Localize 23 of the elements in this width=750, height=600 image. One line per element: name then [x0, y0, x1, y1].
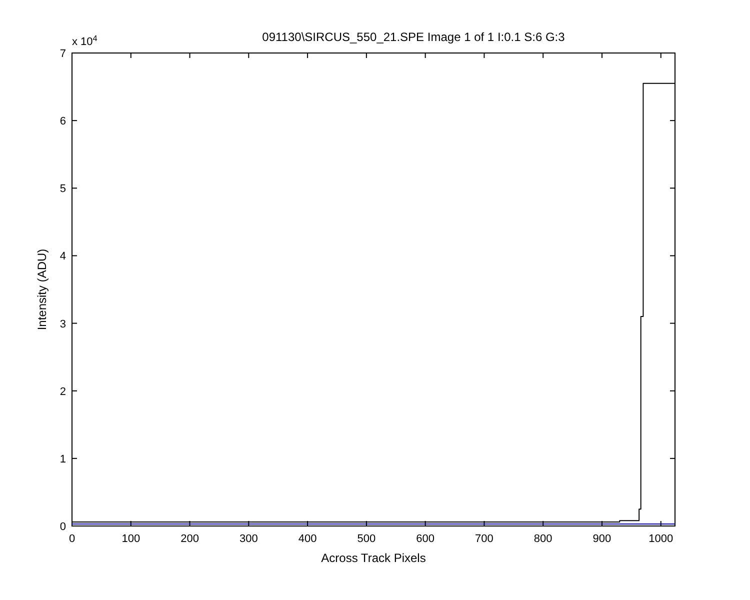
y-tick-label: 7 — [60, 48, 66, 60]
text: x 10$^{4}$ — [72, 34, 98, 48]
y-tick-label: 4 — [60, 250, 66, 263]
x-tick-label: 400 — [298, 533, 317, 545]
x-tick-label: 800 — [534, 533, 552, 545]
x-tick-label: 500 — [357, 533, 376, 545]
x-tick-label: 1000 — [648, 533, 674, 545]
x-axis-title: Across Track Pixels — [321, 551, 426, 565]
y-tick-label: 2 — [60, 386, 66, 398]
y-tick-label: 1 — [60, 453, 66, 466]
x-tick-label: 300 — [239, 533, 258, 545]
x-tick-label: 0 — [68, 533, 76, 545]
x-tick-label: 200 — [180, 533, 199, 545]
x-tick-label: 100 — [122, 533, 140, 545]
x-tick-label: 900 — [592, 533, 612, 545]
x-tick-label: 700 — [475, 533, 494, 545]
y-tick-label: 0 — [60, 521, 66, 533]
x-tick-label: 600 — [416, 533, 434, 545]
chart-title: 091130\SIRCUS_550_21.SPE Image 1 of 1 I:0.1 S:6 G:3 — [262, 30, 566, 44]
y-tick-label: 5 — [60, 183, 66, 196]
y-axis-title: Intensity (ADU) — [35, 248, 49, 330]
y-tick-label: 6 — [60, 116, 66, 128]
y-tick-label: 3 — [60, 318, 66, 330]
